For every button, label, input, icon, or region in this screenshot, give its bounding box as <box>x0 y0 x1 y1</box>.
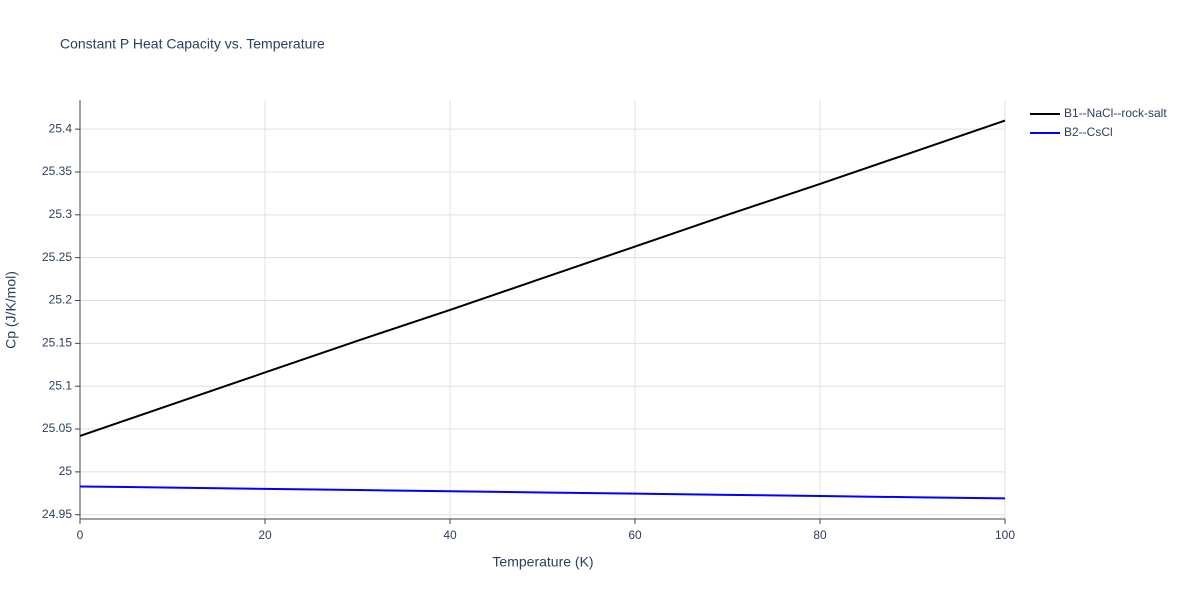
legend-label: B1--NaCl--rock-salt <box>1064 106 1167 120</box>
y-tick-label: 25.1 <box>49 378 73 392</box>
y-tick-label: 24.95 <box>42 507 72 521</box>
y-tick-label: 25.4 <box>49 121 73 135</box>
y-tick-label: 25.25 <box>42 250 72 264</box>
series-line <box>79 119 1006 437</box>
y-tick-label: 25.05 <box>42 421 72 435</box>
x-tick-label: 60 <box>628 528 642 542</box>
x-tick-label: 100 <box>995 528 1015 542</box>
x-tick-label: 20 <box>258 528 272 542</box>
y-tick-label: 25 <box>59 464 73 478</box>
y-tick-label: 25.2 <box>49 293 73 307</box>
x-tick-label: 40 <box>443 528 457 542</box>
y-tick-label: 25.15 <box>42 336 72 350</box>
x-tick-label: 80 <box>813 528 827 542</box>
legend-label: B2--CsCl <box>1064 125 1113 139</box>
y-axis-label: Cp (J/K/mol) <box>3 271 19 349</box>
x-axis-label: Temperature (K) <box>492 554 593 570</box>
y-tick-label: 25.35 <box>42 164 72 178</box>
series-line <box>79 485 1006 500</box>
x-tick-label: 0 <box>77 528 84 542</box>
chart-title: Constant P Heat Capacity vs. Temperature <box>60 36 325 52</box>
y-tick-label: 25.3 <box>49 207 73 221</box>
